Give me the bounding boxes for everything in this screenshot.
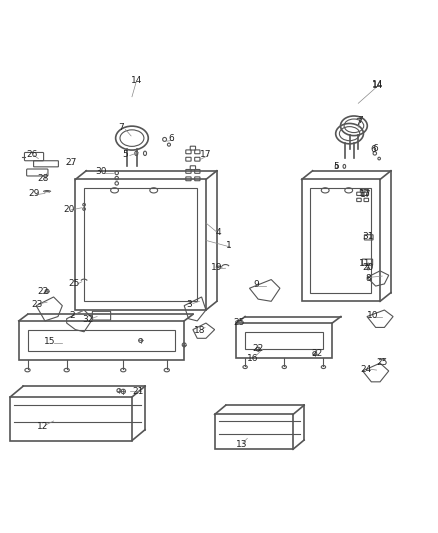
- Text: 11: 11: [359, 259, 370, 268]
- Text: 12: 12: [37, 422, 49, 431]
- Text: 25: 25: [233, 318, 244, 327]
- Text: 31: 31: [363, 232, 374, 241]
- Text: 17: 17: [360, 190, 372, 199]
- Text: 16: 16: [247, 354, 259, 364]
- Text: 13: 13: [236, 440, 247, 449]
- Text: 4: 4: [215, 228, 221, 237]
- Text: 7: 7: [118, 123, 124, 132]
- Text: 20: 20: [63, 205, 74, 214]
- Text: 21: 21: [133, 387, 144, 396]
- Text: 25: 25: [69, 279, 80, 287]
- Text: 14: 14: [131, 76, 142, 85]
- Text: 22: 22: [311, 349, 322, 358]
- Text: 5: 5: [123, 150, 128, 159]
- Text: 14: 14: [372, 82, 384, 91]
- Text: 23: 23: [32, 300, 43, 309]
- Text: 1: 1: [226, 241, 231, 250]
- Text: 9: 9: [253, 280, 259, 289]
- Text: 15: 15: [43, 337, 55, 346]
- Text: 17: 17: [359, 189, 371, 198]
- Text: 24: 24: [360, 365, 372, 374]
- Text: 6: 6: [371, 146, 376, 155]
- Text: 26: 26: [26, 150, 38, 159]
- Text: 7: 7: [355, 118, 361, 127]
- Text: 22: 22: [253, 344, 264, 353]
- Text: 20: 20: [362, 263, 374, 272]
- Text: 30: 30: [96, 167, 107, 176]
- Text: 6: 6: [372, 144, 378, 154]
- Text: 22: 22: [37, 287, 48, 296]
- Text: 6: 6: [168, 134, 174, 143]
- Text: 7: 7: [357, 116, 364, 125]
- Text: 28: 28: [37, 174, 49, 183]
- Text: 10: 10: [367, 311, 378, 320]
- Text: 5: 5: [334, 162, 339, 171]
- Text: 25: 25: [377, 358, 388, 367]
- Text: 2: 2: [69, 311, 75, 320]
- Text: 8: 8: [365, 274, 371, 282]
- Text: 3: 3: [187, 300, 192, 309]
- Text: 14: 14: [372, 80, 384, 89]
- Text: 32: 32: [83, 315, 94, 324]
- Text: 19: 19: [211, 263, 223, 272]
- Text: 18: 18: [194, 326, 205, 335]
- Text: 17: 17: [200, 150, 212, 159]
- Text: 29: 29: [28, 189, 40, 198]
- Text: 27: 27: [65, 158, 77, 167]
